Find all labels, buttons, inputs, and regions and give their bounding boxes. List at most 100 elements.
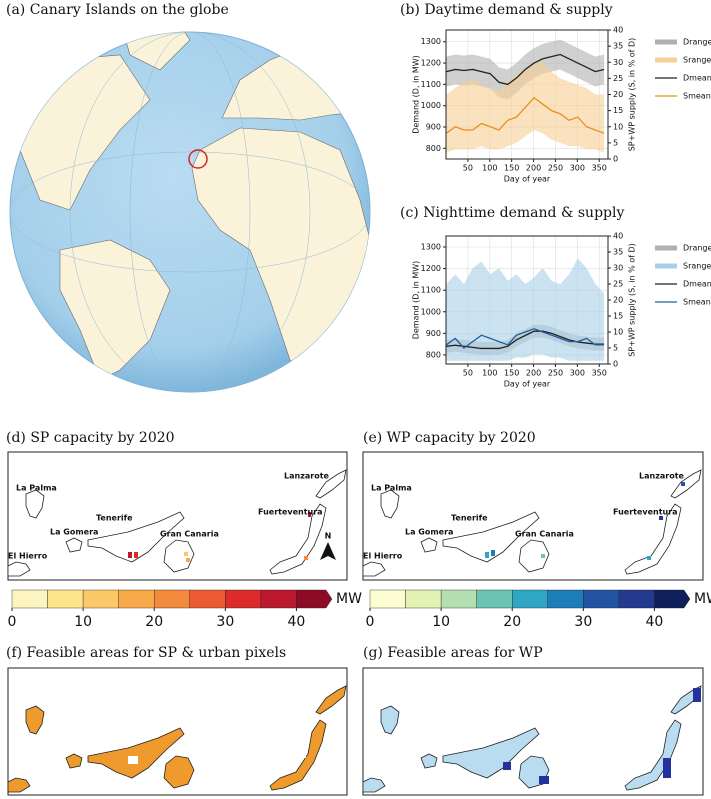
colorbar-segment xyxy=(11,589,48,609)
colorbar-segment xyxy=(47,589,84,609)
map-e: La Palma El Hierro La Gomera Tenerife Gr… xyxy=(362,451,704,581)
x-tick-label: 250 xyxy=(548,369,563,378)
y2-tick-label: 20 xyxy=(613,90,623,99)
island-label: Fuerteventura xyxy=(613,508,678,517)
colorbar-segment xyxy=(476,589,513,609)
x-axis-label: Day of year xyxy=(504,175,551,184)
x-tick-label: 350 xyxy=(592,369,607,378)
island-label: Tenerife xyxy=(451,514,488,523)
y2-tick-label: 0 xyxy=(613,360,618,369)
y-tick-label: 1300 xyxy=(421,37,441,46)
island-label: La Palma xyxy=(16,484,57,493)
y2-tick-label: 20 xyxy=(613,296,623,305)
colorbar-arrow xyxy=(296,589,333,609)
colorbar-tick-label: 20 xyxy=(503,614,521,630)
panel-title: (f) Feasible areas for SP & urban pixels xyxy=(6,645,286,661)
legend-label: Drange xyxy=(683,244,711,253)
colorbar-tick-label: 20 xyxy=(145,614,163,630)
colorbar-tick-label: 10 xyxy=(432,614,450,630)
legend-label: Dmean xyxy=(683,280,711,289)
x-tick-label: 150 xyxy=(504,164,519,173)
colorbar-tick-label: 30 xyxy=(574,614,592,630)
island-label: Tenerife xyxy=(96,514,133,523)
colorbar-segment xyxy=(260,589,297,609)
colorbar-tick-label: 0 xyxy=(366,614,375,630)
y2-tick-label: 40 xyxy=(613,26,623,35)
legend-label: Srange xyxy=(683,56,711,65)
x-tick-label: 250 xyxy=(548,164,563,173)
plot-frame xyxy=(445,235,609,365)
panel-title: (c) Nighttime demand & supply xyxy=(400,205,624,221)
y2-tick-label: 40 xyxy=(613,232,623,241)
globe xyxy=(9,31,371,393)
colorbar-tick-label: 40 xyxy=(646,614,664,630)
x-tick-label: 350 xyxy=(592,164,607,173)
colorbar-unit: MW xyxy=(336,591,362,607)
north-label: N xyxy=(325,532,332,541)
colorbar-segment xyxy=(82,589,119,609)
y-axis-label: Demand (D, in MW) xyxy=(412,261,421,340)
y-tick-label: 1300 xyxy=(421,243,441,252)
x-axis-label: Day of year xyxy=(504,380,551,389)
y2-tick-label: 15 xyxy=(613,106,623,115)
north-arrow xyxy=(320,542,336,560)
legend-label: Drange xyxy=(683,38,711,47)
colorbar-tick-label: 30 xyxy=(216,614,234,630)
y2-tick-label: 5 xyxy=(613,344,618,353)
map-g xyxy=(362,667,704,796)
colorbar-segment xyxy=(440,589,477,609)
panel-title: (a) Canary Islands on the globe xyxy=(6,2,229,18)
y2-tick-label: 10 xyxy=(613,122,623,131)
y-tick-label: 800 xyxy=(426,350,441,359)
range-band xyxy=(446,258,605,361)
y2-tick-label: 25 xyxy=(613,74,623,83)
y-tick-label: 1100 xyxy=(421,286,441,295)
y-tick-label: 1100 xyxy=(421,80,441,89)
x-tick-label: 50 xyxy=(463,369,473,378)
colorbar-segment xyxy=(369,589,406,609)
x-tick-label: 200 xyxy=(526,369,541,378)
map-f xyxy=(7,667,348,796)
y2-axis-label: SP+WP supply (S, in % of D) xyxy=(628,243,637,357)
y2-tick-label: 25 xyxy=(613,280,623,289)
y2-tick-label: 35 xyxy=(613,248,623,257)
x-tick-label: 200 xyxy=(526,164,541,173)
y2-tick-label: 0 xyxy=(613,155,618,164)
colorbar-segment xyxy=(118,589,155,609)
colorbar-tick-label: 10 xyxy=(74,614,92,630)
map-d: La Palma El Hierro La Gomera Tenerife Gr… xyxy=(7,451,348,581)
colorbar-tick-label: 0 xyxy=(8,614,17,630)
legend-label: Smean xyxy=(683,298,711,307)
colorbar-segment xyxy=(225,589,262,609)
y2-tick-label: 30 xyxy=(613,58,623,67)
y-tick-label: 1000 xyxy=(421,101,441,110)
y-axis-label: Demand (D, in MW) xyxy=(412,55,421,134)
plot-frame xyxy=(445,29,609,160)
y2-tick-label: 15 xyxy=(613,312,623,321)
colorbar-segment xyxy=(405,589,442,609)
island-label: Gran Canaria xyxy=(515,530,574,539)
y2-axis-label: SP+WP supply (S, in % of D) xyxy=(628,38,637,152)
x-tick-label: 100 xyxy=(482,164,497,173)
island-label: Gran Canaria xyxy=(160,530,219,539)
y-tick-label: 800 xyxy=(426,144,441,153)
mean-line xyxy=(446,328,605,349)
island-label: Lanzarote xyxy=(639,472,685,481)
legend-label: Dmean xyxy=(683,74,711,83)
panel-title: (d) SP capacity by 2020 xyxy=(6,430,175,446)
x-tick-label: 100 xyxy=(482,369,497,378)
panel-title: (g) Feasible areas for WP xyxy=(363,645,543,661)
colorbar-segment xyxy=(154,589,190,609)
island-label: La Gomera xyxy=(405,528,453,537)
colorbar-segment xyxy=(547,589,584,609)
y2-tick-label: 5 xyxy=(613,138,618,147)
mean-line xyxy=(446,53,605,86)
island-label: Fuerteventura xyxy=(258,508,323,517)
island-label: La Palma xyxy=(371,484,412,493)
y-tick-label: 900 xyxy=(426,123,441,132)
colorbar-unit: MW xyxy=(694,591,711,607)
legend-label: Srange xyxy=(683,262,711,271)
island-label: El Hierro xyxy=(363,552,403,561)
colorbar-segment xyxy=(512,589,548,609)
